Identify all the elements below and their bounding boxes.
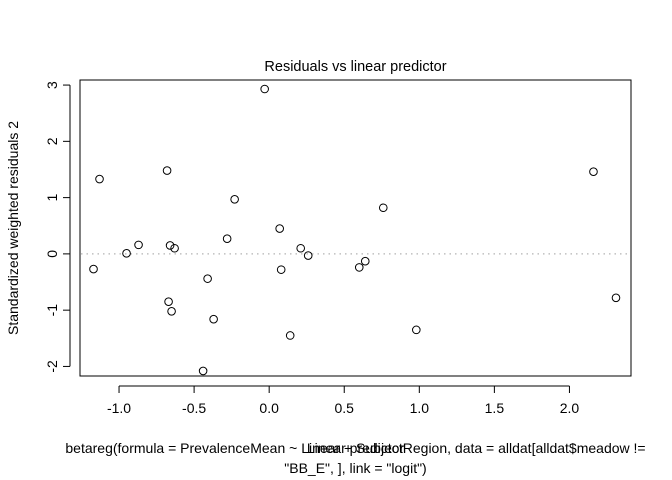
- data-point: [285, 331, 295, 340]
- x-tick-label: 1.0: [410, 400, 430, 416]
- data-point: [230, 195, 239, 204]
- x-tick-label: 1.5: [485, 400, 505, 416]
- y-tick-label: 2: [44, 137, 60, 145]
- data-point: [162, 166, 172, 175]
- data-point: [89, 264, 98, 274]
- data-point: [260, 84, 269, 94]
- data-point: [222, 234, 232, 243]
- y-tick-label: -2: [44, 360, 60, 373]
- data-point: [412, 325, 421, 335]
- data-point: [276, 265, 286, 274]
- model-call-line-1: betareg(formula = PrevalenceMean ~ Linea…: [65, 440, 645, 456]
- y-tick-label: 3: [44, 81, 60, 89]
- data-point: [611, 293, 621, 303]
- y-axis: -2 -1 0 1 2 3: [44, 81, 71, 373]
- data-point: [378, 203, 388, 213]
- data-point: [164, 297, 173, 307]
- x-axis-label: Linear predictor: [307, 440, 405, 456]
- plot-frame: [79, 79, 632, 377]
- data-point: [203, 274, 212, 283]
- y-tick-label: 0: [44, 250, 60, 258]
- data-point: [165, 241, 175, 250]
- x-tick-label: 0.5: [335, 400, 355, 416]
- data-point: [167, 306, 176, 316]
- data-point: [360, 256, 370, 266]
- model-call-line-2: "BB_E", ], link = "logit"): [284, 460, 426, 476]
- x-axis: -1.0 -0.5 0.0 0.5 1.0 1.5 2.0: [107, 385, 580, 416]
- x-tick-label: 2.0: [560, 400, 580, 416]
- y-tick-label: 1: [44, 194, 60, 202]
- data-point: [95, 174, 104, 184]
- data-point: [303, 251, 313, 260]
- data-point: [134, 240, 143, 250]
- x-tick-label: 0.0: [259, 400, 279, 416]
- data-point: [589, 167, 598, 177]
- data-points: [89, 84, 621, 376]
- chart-title: Residuals vs linear predictor: [264, 59, 446, 75]
- x-tick-label: -0.5: [182, 400, 206, 416]
- y-tick-label: -1: [44, 304, 60, 317]
- y-axis-label: Standardized weighted residuals 2: [5, 121, 21, 335]
- data-point: [354, 263, 364, 272]
- data-point: [170, 243, 179, 253]
- x-tick-label: -1.0: [107, 400, 131, 416]
- data-point: [275, 224, 284, 233]
- data-point: [198, 366, 208, 376]
- data-point: [209, 314, 218, 324]
- data-point: [122, 249, 131, 258]
- data-point: [296, 243, 306, 253]
